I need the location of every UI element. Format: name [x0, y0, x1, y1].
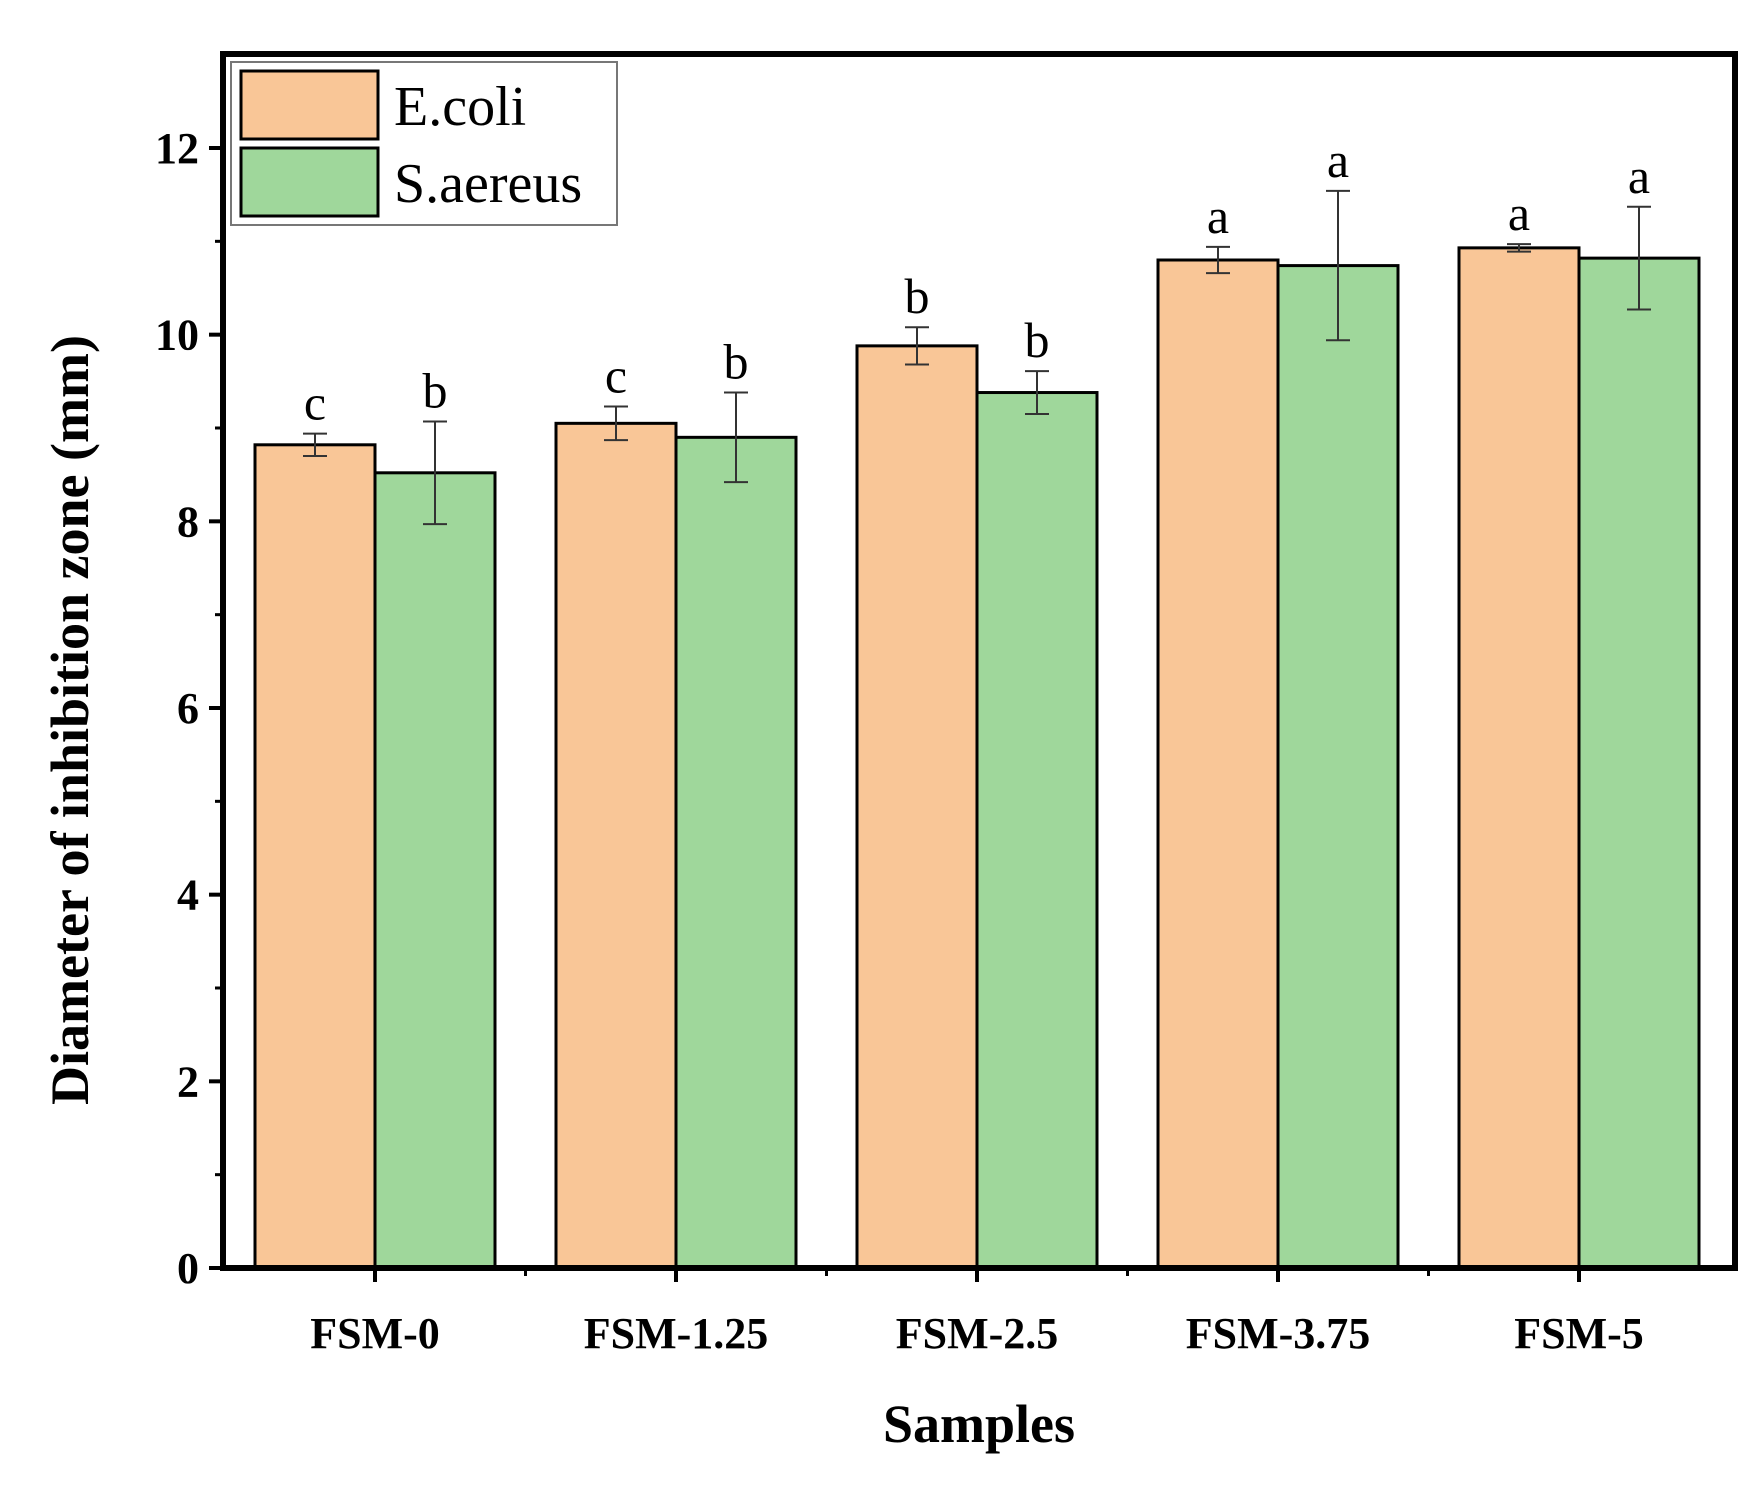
- significance-labels-layer: c c b a a b b b a a: [304, 132, 1650, 431]
- bar-s-aereus-fsm-1-25: [674, 435, 798, 1270]
- x-axis: FSM-0 FSM-1.25 FSM-2.5 FSM-3.75 FSM-5: [310, 1268, 1644, 1358]
- x-tick-label-fsm-1-25: FSM-1.25: [584, 1309, 769, 1358]
- x-tick-label-fsm-2-5: FSM-2.5: [896, 1309, 1059, 1358]
- significance-label-e-coli-fsm-5: a: [1508, 185, 1530, 241]
- significance-label-s-aereus-fsm-3-75: a: [1327, 132, 1349, 188]
- y-axis-title: Diameter of inhibition zone (mm): [40, 335, 100, 1105]
- significance-label-s-aereus-fsm-5: a: [1628, 148, 1650, 204]
- significance-label-e-coli-fsm-0: c: [304, 375, 326, 431]
- significance-label-e-coli-fsm-1-25: c: [605, 348, 627, 404]
- significance-label-s-aereus-fsm-1-25: b: [724, 334, 749, 390]
- x-tick-label-fsm-5: FSM-5: [1514, 1309, 1644, 1358]
- y-tick-label-12: 12: [155, 124, 199, 173]
- legend-label-s-aereus: S.aereus: [394, 153, 582, 215]
- bar-s-aereus-fsm-3-75: [1276, 264, 1400, 1270]
- x-axis-title: Samples: [883, 1394, 1075, 1454]
- y-tick-label-6: 6: [177, 684, 199, 733]
- legend-swatch-s-aereus: [239, 146, 380, 218]
- bar-e-coli-fsm-3-75: [1156, 258, 1280, 1270]
- bar-e-coli-fsm-5: [1457, 246, 1581, 1270]
- y-tick-label-8: 8: [177, 497, 199, 546]
- y-axis: 0 2 4 6 8 10 12: [155, 124, 223, 1293]
- significance-label-s-aereus-fsm-0: b: [423, 362, 448, 418]
- y-tick-label-0: 0: [177, 1244, 199, 1293]
- bar-e-coli-fsm-1-25: [554, 421, 678, 1270]
- x-tick-label-fsm-0: FSM-0: [310, 1309, 440, 1358]
- bars-layer: [253, 246, 1701, 1270]
- y-tick-label-10: 10: [155, 311, 199, 360]
- bar-s-aereus-fsm-0: [373, 471, 497, 1270]
- bar-e-coli-fsm-2-5: [855, 344, 979, 1270]
- significance-label-s-aereus-fsm-2-5: b: [1025, 312, 1050, 368]
- error-bars-layer: [303, 189, 1651, 526]
- y-tick-label-2: 2: [177, 1057, 199, 1106]
- y-tick-label-4: 4: [177, 871, 199, 920]
- legend: E.coli S.aereus: [230, 61, 618, 226]
- bar-s-aereus-fsm-2-5: [975, 391, 1099, 1270]
- legend-swatch-e-coli: [239, 69, 380, 141]
- x-tick-label-fsm-3-75: FSM-3.75: [1186, 1309, 1371, 1358]
- bar-e-coli-fsm-0: [253, 443, 377, 1270]
- significance-label-e-coli-fsm-3-75: a: [1207, 188, 1229, 244]
- legend-label-e-coli: E.coli: [394, 76, 526, 138]
- bar-s-aereus-fsm-5: [1577, 256, 1701, 1270]
- significance-label-e-coli-fsm-2-5: b: [905, 268, 930, 324]
